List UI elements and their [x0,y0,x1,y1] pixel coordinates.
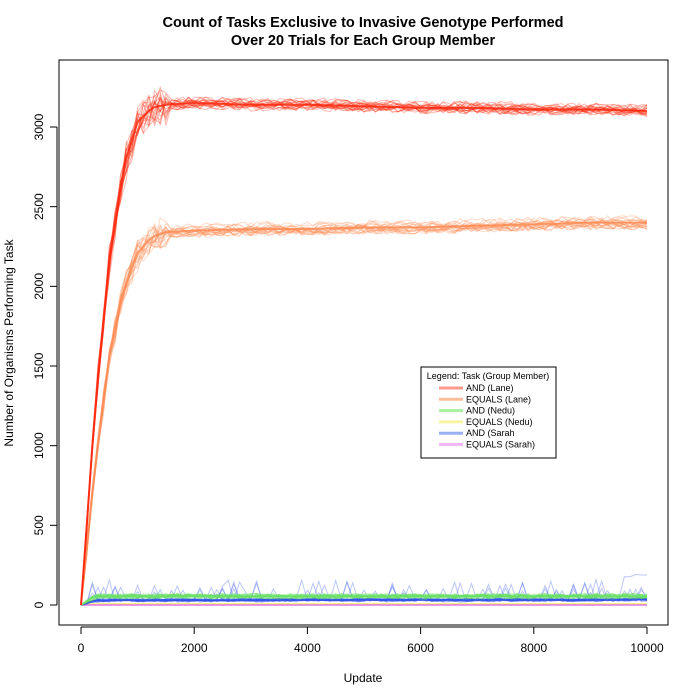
chart-subtitle: Over 20 Trials for Each Group Member [231,33,496,49]
trial-line [80,216,648,606]
legend: Legend: Task (Group Member) AND (Lane)EQ… [420,366,557,459]
trial-line [80,95,648,606]
legend-label: EQUALS (Sarah) [466,440,535,450]
trial-line [80,218,648,606]
trial-line [80,219,648,606]
series-4 [80,573,648,606]
trial-line [80,221,648,606]
trial-line [80,96,648,606]
y-tick-label: 3000 [32,113,46,140]
trial-line [80,96,648,606]
x-axis: 0 2000 4000 6000 8000 10000 [78,626,664,655]
trial-line [80,593,648,606]
trial-line [80,98,648,606]
legend-label: AND (Nedu) [466,406,515,416]
trial-line [80,222,648,606]
legend-label: AND (Sarah [466,428,515,438]
trial-line [80,100,648,606]
y-axis: 0 500 1000 1500 2000 2500 3000 [32,113,58,608]
legend-items: AND (Lane)EQUALS (Lane)AND (Nedu)EQUALS … [439,383,535,450]
x-tick-label: 8000 [520,641,547,655]
series-mean-line [80,598,648,606]
x-axis-label: Update [344,671,383,685]
trial-line [80,593,648,606]
x-tick-label: 0 [78,641,85,655]
trial-line [80,88,648,606]
trial-line [80,221,648,606]
trial-line [80,221,648,606]
trial-line [80,220,648,606]
trial-line [80,219,648,606]
trial-line [80,581,648,606]
y-tick-label: 0 [32,601,46,608]
trial-line [80,215,648,606]
x-tick-label: 4000 [294,641,321,655]
trial-line [80,99,648,606]
trial-line [80,219,648,606]
trial-line [80,222,648,606]
trial-line [80,222,648,606]
trial-line [80,96,648,606]
y-tick-label: 2000 [32,273,46,300]
series-0 [80,85,648,606]
trial-line [80,89,648,606]
trial-line [80,93,648,606]
trial-line [80,219,648,606]
legend-box [420,366,557,459]
x-tick-label: 6000 [407,641,434,655]
trial-line [80,94,648,606]
trial-line [80,90,648,606]
trial-line [80,97,648,606]
series-layer [80,85,648,606]
y-tick-label: 500 [32,515,46,535]
trial-line [80,217,648,606]
trial-line [80,93,648,606]
trial-line [80,593,648,606]
series-mean-line [80,221,647,606]
trial-line [80,96,648,606]
trial-line [80,218,648,606]
trial-line [80,592,648,606]
series-mean-line [80,595,647,606]
legend-label: EQUALS (Nedu) [466,417,533,427]
y-tick-label: 1500 [32,352,46,379]
plot-frame [58,59,669,626]
trial-line [80,218,648,606]
trial-line [80,220,648,606]
series-2 [80,592,648,606]
series-mean-line [80,102,648,606]
legend-label: EQUALS (Lane) [466,394,531,404]
legend-title: Legend: Task (Group Member) [427,371,549,381]
trial-line [80,593,648,606]
trial-line [80,215,648,606]
y-axis-label: Number of Organisms Performing Task [2,238,16,446]
trial-line [80,101,648,606]
trial-line [80,99,648,606]
trial-line [80,592,648,606]
trial-line [80,85,648,606]
trial-line [80,222,648,606]
trial-line [80,92,648,606]
series-1 [80,215,648,606]
x-tick-label: 2000 [181,641,208,655]
legend-label: AND (Lane) [466,383,514,393]
x-tick-label: 10000 [630,641,664,655]
y-tick-label: 2500 [32,193,46,220]
chart-title: Count of Tasks Exclusive to Invasive Gen… [162,15,563,31]
trial-line [80,96,648,606]
y-tick-label: 1000 [32,432,46,459]
